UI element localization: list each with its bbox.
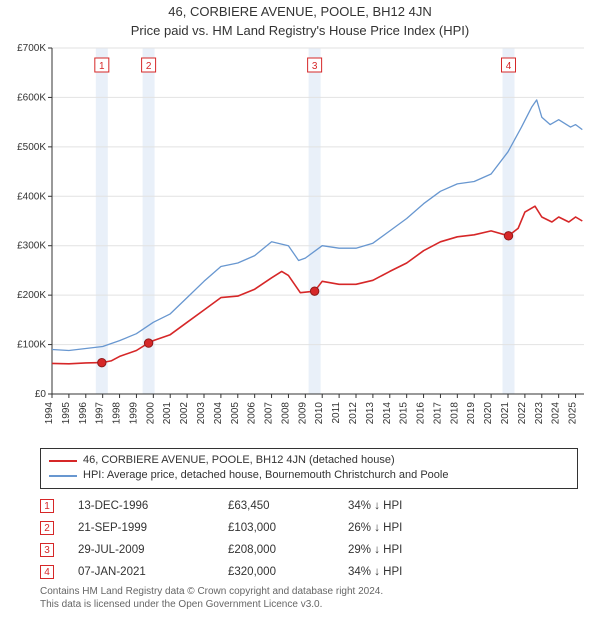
legend-label: 46, CORBIERE AVENUE, POOLE, BH12 4JN (de… <box>83 453 395 468</box>
svg-text:2004: 2004 <box>213 402 224 425</box>
svg-text:£200K: £200K <box>17 290 46 301</box>
svg-text:1999: 1999 <box>128 402 139 425</box>
table-row: 1 13-DEC-1996 £63,450 34% ↓ HPI <box>40 495 458 517</box>
svg-text:2002: 2002 <box>179 402 190 425</box>
sale-date: 07-JAN-2021 <box>78 566 228 578</box>
attribution-footer: Contains HM Land Registry data © Crown c… <box>40 585 383 611</box>
sale-marker-box: 1 <box>40 499 54 513</box>
sale-price: £63,450 <box>228 500 348 512</box>
sale-delta: 34% ↓ HPI <box>348 500 458 512</box>
svg-text:2021: 2021 <box>500 402 511 425</box>
svg-text:1: 1 <box>99 61 105 72</box>
title-address: 46, CORBIERE AVENUE, POOLE, BH12 4JN <box>0 4 600 21</box>
svg-text:£500K: £500K <box>17 142 46 153</box>
chart-svg: 1994 1995 1996 1997 1998 1999 2000 2001 2002 2003… <box>10 40 590 440</box>
legend-item: 46, CORBIERE AVENUE, POOLE, BH12 4JN (de… <box>49 453 569 468</box>
sale-delta: 29% ↓ HPI <box>348 544 458 556</box>
svg-text:2019: 2019 <box>466 402 477 425</box>
svg-text:2017: 2017 <box>432 402 443 425</box>
legend-swatch <box>49 475 77 476</box>
svg-text:2001: 2001 <box>162 402 173 425</box>
footer-line: Contains HM Land Registry data © Crown c… <box>40 585 383 598</box>
svg-text:2023: 2023 <box>534 402 545 425</box>
sale-price: £103,000 <box>228 522 348 534</box>
sale-date: 29-JUL-2009 <box>78 544 228 556</box>
legend: 46, CORBIERE AVENUE, POOLE, BH12 4JN (de… <box>40 448 578 489</box>
svg-text:2000: 2000 <box>145 402 156 425</box>
svg-text:4: 4 <box>506 61 512 72</box>
footer-line: This data is licensed under the Open Gov… <box>40 598 383 611</box>
svg-text:2008: 2008 <box>280 402 291 425</box>
sale-delta: 34% ↓ HPI <box>348 566 458 578</box>
svg-text:2013: 2013 <box>365 402 376 425</box>
svg-text:3: 3 <box>312 61 318 72</box>
sale-date: 21-SEP-1999 <box>78 522 228 534</box>
svg-text:2020: 2020 <box>483 402 494 425</box>
svg-text:2005: 2005 <box>230 402 241 425</box>
chart-titles: 46, CORBIERE AVENUE, POOLE, BH12 4JN Pri… <box>0 0 600 40</box>
svg-text:2018: 2018 <box>449 402 460 425</box>
svg-text:1996: 1996 <box>78 402 89 425</box>
svg-text:£300K: £300K <box>17 241 46 252</box>
svg-text:2011: 2011 <box>331 402 342 424</box>
svg-text:2012: 2012 <box>348 402 359 425</box>
svg-text:1998: 1998 <box>112 402 123 425</box>
table-row: 4 07-JAN-2021 £320,000 34% ↓ HPI <box>40 561 458 583</box>
svg-text:2003: 2003 <box>196 402 207 425</box>
svg-text:2014: 2014 <box>382 402 393 425</box>
title-subtitle: Price paid vs. HM Land Registry's House … <box>0 21 600 41</box>
svg-text:£0: £0 <box>35 389 47 400</box>
sale-delta: 26% ↓ HPI <box>348 522 458 534</box>
sale-date: 13-DEC-1996 <box>78 500 228 512</box>
legend-swatch <box>49 460 77 462</box>
svg-text:2015: 2015 <box>399 402 410 425</box>
svg-text:2025: 2025 <box>568 402 579 425</box>
svg-text:2010: 2010 <box>314 402 325 425</box>
svg-text:£400K: £400K <box>17 191 46 202</box>
price-chart: 1994 1995 1996 1997 1998 1999 2000 2001 2002 2003… <box>10 40 590 440</box>
sales-table: 1 13-DEC-1996 £63,450 34% ↓ HPI 2 21-SEP… <box>40 495 458 583</box>
sale-marker-box: 4 <box>40 565 54 579</box>
svg-text:1997: 1997 <box>95 402 106 425</box>
table-row: 3 29-JUL-2009 £208,000 29% ↓ HPI <box>40 539 458 561</box>
sale-marker-box: 3 <box>40 543 54 557</box>
svg-text:2009: 2009 <box>297 402 308 425</box>
svg-text:2024: 2024 <box>551 402 562 425</box>
sale-price: £208,000 <box>228 544 348 556</box>
sale-marker-box: 2 <box>40 521 54 535</box>
legend-item: HPI: Average price, detached house, Bour… <box>49 468 569 483</box>
svg-text:2007: 2007 <box>264 402 275 425</box>
svg-text:2016: 2016 <box>416 402 427 425</box>
svg-text:2022: 2022 <box>517 402 528 425</box>
sale-price: £320,000 <box>228 566 348 578</box>
legend-label: HPI: Average price, detached house, Bour… <box>83 468 448 483</box>
svg-text:£600K: £600K <box>17 92 46 103</box>
svg-text:£100K: £100K <box>17 340 46 351</box>
svg-text:1994: 1994 <box>44 402 55 425</box>
table-row: 2 21-SEP-1999 £103,000 26% ↓ HPI <box>40 517 458 539</box>
svg-text:1995: 1995 <box>61 402 72 425</box>
svg-text:£700K: £700K <box>17 43 46 54</box>
svg-text:2006: 2006 <box>247 402 258 425</box>
svg-text:2: 2 <box>146 61 152 72</box>
